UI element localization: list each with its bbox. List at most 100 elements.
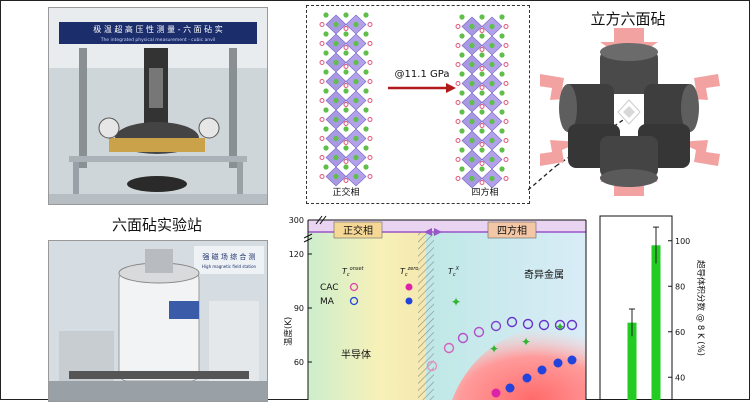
station-caption: 六面砧实验站 bbox=[111, 216, 202, 234]
atom-pink bbox=[343, 64, 349, 69]
transition-hatch bbox=[418, 228, 434, 400]
bar-y-tick-label: 100 bbox=[675, 237, 690, 246]
cac-onset-point bbox=[443, 342, 455, 354]
atom-green bbox=[323, 50, 329, 56]
atom-pink bbox=[343, 159, 349, 164]
atom-green bbox=[323, 126, 329, 132]
atom-pink bbox=[503, 62, 509, 67]
structure-panel bbox=[306, 5, 530, 204]
data-markers: ✦ ✦ ✦ ✦ bbox=[426, 295, 578, 398]
atom-pink bbox=[343, 140, 349, 145]
anvil-blocks bbox=[559, 43, 699, 187]
bar-marks bbox=[627, 226, 661, 400]
tcx-point: ✦ bbox=[489, 342, 499, 356]
legend-ma-onset-marker bbox=[349, 296, 359, 306]
atom-pink bbox=[343, 178, 349, 183]
atom-green bbox=[479, 147, 485, 153]
atom-green bbox=[479, 109, 485, 115]
atom-green bbox=[363, 107, 369, 113]
ma-onset-point bbox=[522, 318, 534, 330]
bar-y-tick-label: 60 bbox=[675, 328, 685, 337]
atom-pink bbox=[479, 47, 485, 52]
atom-green bbox=[479, 52, 485, 58]
ma-onset-point bbox=[538, 319, 550, 331]
atom-green bbox=[499, 109, 505, 115]
atom-green bbox=[323, 12, 329, 18]
atom-green bbox=[363, 126, 369, 132]
atom-pink bbox=[319, 41, 325, 46]
atom-green bbox=[323, 31, 329, 37]
atom-green bbox=[353, 173, 359, 180]
cubic-anvil-station-photo: 极 温 超 高 压 性 测 量 - 六 面 砧 实 The integrated… bbox=[48, 7, 268, 205]
atom-pink bbox=[343, 121, 349, 126]
atom-green bbox=[469, 175, 475, 182]
atom-pink bbox=[367, 79, 373, 84]
atom-green bbox=[363, 145, 369, 151]
atom-green bbox=[333, 97, 339, 104]
atom-green bbox=[323, 107, 329, 113]
pressure-label: @11.1 GPa bbox=[395, 69, 450, 80]
tcx-point: ✦ bbox=[555, 320, 565, 334]
y-tick-label: 120 bbox=[289, 250, 304, 259]
tc-onset-label: Tconset bbox=[342, 266, 365, 278]
ma-onset-point bbox=[506, 316, 518, 328]
atom-pink bbox=[319, 136, 325, 141]
atom-pink bbox=[343, 26, 349, 31]
atom-green bbox=[343, 50, 349, 56]
atom-green bbox=[343, 126, 349, 132]
atom-green bbox=[363, 164, 369, 170]
zero-point bbox=[491, 388, 501, 398]
tcx-point: ✦ bbox=[521, 335, 531, 349]
legend-cac-zero-marker bbox=[405, 283, 413, 291]
atom-green bbox=[459, 166, 465, 172]
atom-green bbox=[323, 69, 329, 75]
atom-pink bbox=[455, 24, 461, 29]
ortho-label-box bbox=[333, 221, 383, 239]
cubic-anvil-illustration bbox=[540, 28, 720, 196]
atom-pink bbox=[479, 161, 485, 166]
tc-x-label: TcX bbox=[448, 266, 460, 278]
atom-pink bbox=[503, 176, 509, 181]
atom-green bbox=[459, 128, 465, 134]
atom-green bbox=[499, 52, 505, 58]
atom-green bbox=[363, 50, 369, 56]
atom-green bbox=[499, 147, 505, 153]
zero-point bbox=[537, 365, 547, 375]
atom-pink bbox=[455, 157, 461, 162]
atom-green bbox=[459, 14, 465, 20]
legend-ma-zero-marker bbox=[405, 297, 413, 305]
pressure-arrow-lower-left bbox=[540, 140, 580, 166]
y-axis-ticks: 300 120 90 60 bbox=[289, 216, 312, 367]
atom-pink bbox=[367, 98, 373, 103]
atom-green bbox=[353, 21, 359, 28]
atom-pink bbox=[479, 85, 485, 90]
atom-green bbox=[479, 90, 485, 96]
atom-pink bbox=[479, 28, 485, 33]
atom-green bbox=[343, 107, 349, 113]
atom-pink bbox=[455, 43, 461, 48]
atom-green bbox=[469, 23, 475, 30]
legend-tcx-star: ✦ bbox=[451, 296, 460, 309]
atom-green bbox=[459, 71, 465, 77]
bar-y-ticks: 40 60 80 100 bbox=[668, 237, 690, 382]
atom-green bbox=[343, 164, 349, 170]
atom-pink bbox=[503, 43, 509, 48]
atom-pink bbox=[455, 119, 461, 124]
ortho-region-label: 正交相 bbox=[343, 224, 373, 237]
atom-green bbox=[499, 166, 505, 172]
atom-pink bbox=[343, 102, 349, 107]
atom-pink bbox=[479, 180, 485, 185]
pressure-arrow-head bbox=[446, 83, 456, 93]
atom-green bbox=[333, 154, 339, 161]
atom-pink bbox=[503, 119, 509, 124]
atom-green bbox=[363, 88, 369, 94]
tcx-point: ✦ bbox=[451, 295, 461, 309]
atom-pink bbox=[319, 60, 325, 65]
strange-metal-label: 奇异金属 bbox=[524, 268, 564, 281]
atom-green bbox=[343, 69, 349, 75]
atom-pink bbox=[455, 62, 461, 67]
atom-pink bbox=[503, 24, 509, 29]
volume-fraction-chart: 40 60 80 100 超导体积分数 @ 8 K (%) bbox=[599, 215, 706, 400]
high-field-photo-illustration: 强 磁 场 综 合 测 High magnetic field station bbox=[49, 241, 267, 401]
bar-y-tick-label: 40 bbox=[675, 373, 685, 382]
